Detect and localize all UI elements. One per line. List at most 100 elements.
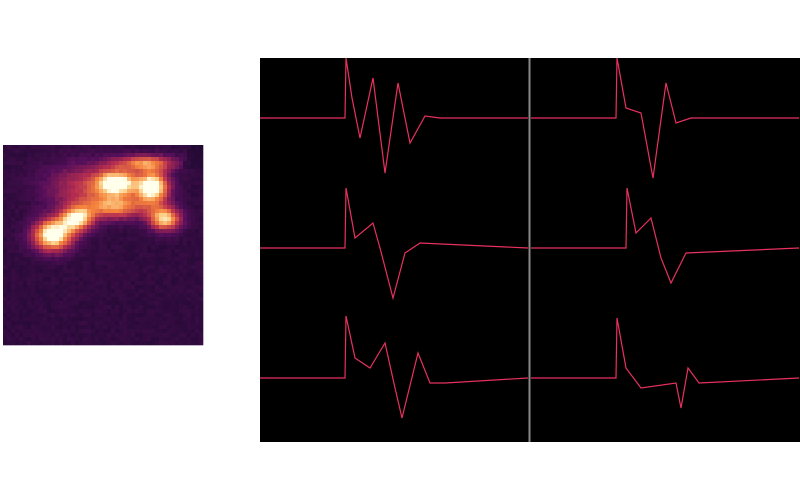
heat-cell bbox=[71, 225, 76, 230]
heat-cell bbox=[107, 145, 112, 150]
heat-cell bbox=[183, 177, 188, 182]
heat-cell bbox=[87, 249, 92, 254]
heat-cell bbox=[55, 309, 60, 314]
heat-cell bbox=[27, 189, 32, 194]
heat-cell bbox=[143, 233, 148, 238]
heat-cell bbox=[175, 145, 180, 150]
heat-cell bbox=[191, 205, 196, 210]
heat-cell bbox=[47, 225, 52, 230]
heat-cell bbox=[127, 173, 132, 178]
heat-cell bbox=[159, 217, 164, 222]
heat-cell bbox=[63, 249, 68, 254]
heat-cell bbox=[175, 189, 180, 194]
heat-cell bbox=[67, 177, 72, 182]
heat-cell bbox=[71, 285, 76, 290]
heat-cell bbox=[115, 281, 120, 286]
heat-cell bbox=[7, 169, 12, 174]
heat-cell bbox=[71, 269, 76, 274]
heat-cell bbox=[15, 297, 20, 302]
heat-cell bbox=[59, 289, 64, 294]
heat-cell bbox=[171, 185, 176, 190]
heat-cell bbox=[71, 181, 76, 186]
heat-cell bbox=[27, 321, 32, 326]
heat-cell bbox=[15, 193, 20, 198]
heat-cell bbox=[167, 237, 172, 242]
heat-cell bbox=[187, 317, 192, 322]
heat-cell bbox=[95, 253, 100, 258]
heat-cell bbox=[127, 317, 132, 322]
heat-cell bbox=[199, 157, 204, 162]
heat-cell bbox=[191, 201, 196, 206]
heat-cell bbox=[127, 149, 132, 154]
heat-cell bbox=[19, 265, 24, 270]
heat-cell bbox=[191, 289, 196, 294]
heat-cell bbox=[39, 293, 44, 298]
heat-cell bbox=[19, 305, 24, 310]
heat-cell bbox=[43, 329, 48, 334]
heat-cell bbox=[43, 153, 48, 158]
heat-cell bbox=[63, 257, 68, 262]
heat-cell bbox=[63, 281, 68, 286]
heat-cell bbox=[123, 285, 128, 290]
heat-cell bbox=[95, 277, 100, 282]
heat-cell bbox=[63, 341, 68, 346]
heat-cell bbox=[35, 225, 40, 230]
heat-cell bbox=[127, 341, 132, 346]
heat-cell bbox=[19, 161, 24, 166]
heat-cell bbox=[155, 213, 160, 218]
heat-cell bbox=[3, 185, 8, 190]
heat-cell bbox=[199, 197, 204, 202]
heat-cell bbox=[3, 297, 8, 302]
heat-cell bbox=[19, 169, 24, 174]
heat-cell bbox=[27, 305, 32, 310]
heat-cell bbox=[95, 165, 100, 170]
heat-cell bbox=[103, 301, 108, 306]
heat-cell bbox=[95, 297, 100, 302]
heat-cell bbox=[151, 265, 156, 270]
heat-cell bbox=[51, 253, 56, 258]
heat-cell bbox=[131, 221, 136, 226]
heat-cell bbox=[143, 277, 148, 282]
heat-cell bbox=[167, 233, 172, 238]
heat-cell bbox=[147, 205, 152, 210]
heat-cell bbox=[95, 273, 100, 278]
heat-cell bbox=[47, 177, 52, 182]
heat-cell bbox=[187, 289, 192, 294]
heat-cell bbox=[115, 289, 120, 294]
heat-cell bbox=[103, 169, 108, 174]
heat-cell bbox=[67, 221, 72, 226]
heat-cell bbox=[191, 309, 196, 314]
heat-cell bbox=[67, 225, 72, 230]
heat-cell bbox=[59, 281, 64, 286]
heat-cell bbox=[83, 165, 88, 170]
heat-cell bbox=[127, 305, 132, 310]
heat-cell bbox=[163, 149, 168, 154]
heat-cell bbox=[175, 329, 180, 334]
heat-cell bbox=[159, 173, 164, 178]
heat-cell bbox=[43, 169, 48, 174]
heat-cell bbox=[79, 173, 84, 178]
heat-cell bbox=[155, 193, 160, 198]
heat-cell bbox=[159, 229, 164, 234]
heat-cell bbox=[15, 241, 20, 246]
heat-cell bbox=[115, 265, 120, 270]
heat-cell bbox=[107, 305, 112, 310]
heat-cell bbox=[191, 177, 196, 182]
heat-cell bbox=[147, 177, 152, 182]
heat-cell bbox=[107, 281, 112, 286]
heat-cell bbox=[11, 189, 16, 194]
heat-cell bbox=[195, 229, 200, 234]
heat-cell bbox=[31, 301, 36, 306]
heat-cell bbox=[27, 201, 32, 206]
heat-cell bbox=[67, 149, 72, 154]
heat-cell bbox=[99, 185, 104, 190]
heat-cell bbox=[11, 341, 16, 346]
heat-cell bbox=[199, 333, 204, 338]
heat-cell bbox=[83, 277, 88, 282]
heat-cell bbox=[139, 189, 144, 194]
heat-cell bbox=[43, 301, 48, 306]
heat-cell bbox=[175, 233, 180, 238]
heat-cell bbox=[19, 157, 24, 162]
heat-cell bbox=[43, 325, 48, 330]
heat-cell bbox=[43, 189, 48, 194]
